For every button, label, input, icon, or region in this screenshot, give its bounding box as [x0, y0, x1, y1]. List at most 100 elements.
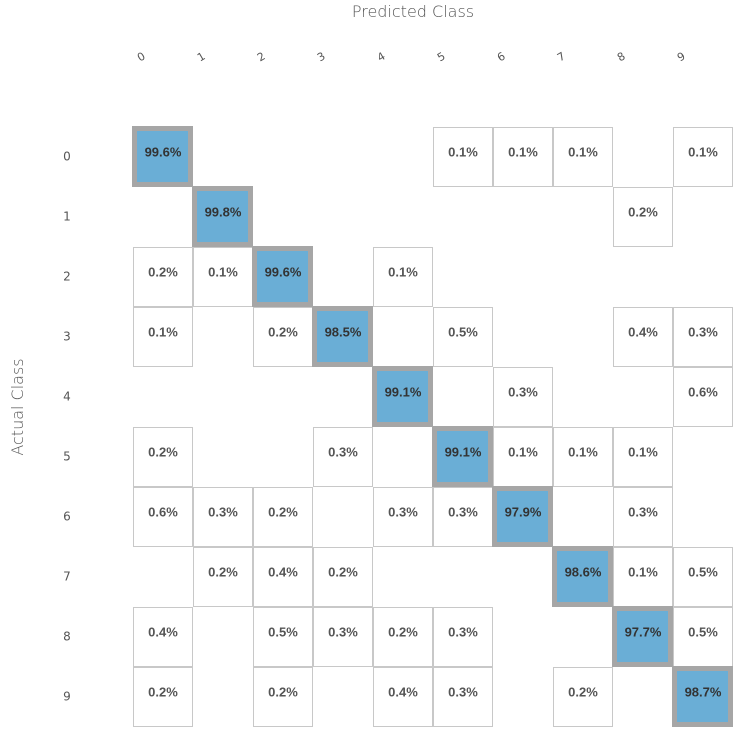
- col-label-8: 8: [615, 50, 628, 65]
- cell-value: 0.3%: [388, 504, 418, 519]
- col-label-6: 6: [495, 50, 508, 65]
- cell-rect: [253, 487, 313, 547]
- cell-rect: [432, 426, 493, 487]
- cell-rect: [373, 667, 433, 727]
- cell-0-6: 0.1%: [493, 127, 553, 187]
- cell-rect: [552, 546, 613, 607]
- cell-rect: [373, 487, 433, 547]
- cell-rect: [433, 307, 493, 367]
- cell-8-3: 0.3%: [313, 607, 373, 667]
- cell-value: 99.6%: [145, 144, 182, 159]
- cell-rect: [133, 307, 193, 367]
- cell-value: 0.4%: [268, 564, 298, 579]
- cell-rect: [253, 307, 313, 367]
- row-label-5: 5: [63, 450, 71, 464]
- cell-value: 0.2%: [628, 204, 658, 219]
- cell-rect: [192, 186, 253, 247]
- cell-value: 0.2%: [268, 324, 298, 339]
- cell-value: 0.1%: [628, 564, 658, 579]
- cell-2-0: 0.2%: [133, 247, 193, 307]
- diagonal-cell-9: 98.7%: [672, 666, 733, 727]
- cell-1-8: 0.2%: [613, 187, 673, 247]
- cell-6-2: 0.2%: [253, 487, 313, 547]
- cell-9-4: 0.4%: [373, 667, 433, 727]
- cell-rect: [193, 247, 253, 307]
- cell-rect: [613, 487, 673, 547]
- cell-rect: [492, 486, 553, 547]
- diagonal-cell-1: 99.8%: [192, 186, 253, 247]
- col-label-1: 1: [195, 50, 208, 65]
- cell-rect: [433, 667, 493, 727]
- cell-rect: [193, 487, 253, 547]
- cell-value: 0.4%: [148, 624, 178, 639]
- cell-rect: [133, 487, 193, 547]
- cell-value: 0.2%: [148, 684, 178, 699]
- cell-value: 0.5%: [448, 324, 478, 339]
- cell-value: 98.5%: [325, 324, 362, 339]
- row-label-2: 2: [63, 270, 71, 284]
- cell-value: 98.7%: [685, 684, 722, 699]
- cell-value: 0.5%: [688, 624, 718, 639]
- cell-rect: [672, 666, 733, 727]
- diagonal-cell-4: 99.1%: [372, 366, 433, 427]
- cell-rect: [133, 247, 193, 307]
- cell-rect: [433, 127, 493, 187]
- cell-value: 0.4%: [388, 684, 418, 699]
- cell-9-7: 0.2%: [553, 667, 613, 727]
- cell-value: 0.1%: [568, 144, 598, 159]
- y-axis-title: Actual Class: [8, 358, 27, 455]
- cell-value: 97.7%: [625, 624, 662, 639]
- cell-3-5: 0.5%: [433, 307, 493, 367]
- cell-8-0: 0.4%: [133, 607, 193, 667]
- col-label-5: 5: [435, 50, 448, 65]
- cell-value: 0.2%: [268, 684, 298, 699]
- cell-rect: [133, 667, 193, 727]
- cell-8-4: 0.2%: [373, 607, 433, 667]
- x-axis-title: Predicted Class: [352, 2, 474, 21]
- cell-value: 0.2%: [148, 444, 178, 459]
- cell-rect: [493, 127, 553, 187]
- cell-rect: [253, 547, 313, 607]
- cell-rect: [613, 547, 673, 607]
- cell-rect: [493, 367, 553, 427]
- cell-value: 0.2%: [208, 564, 238, 579]
- cell-rect: [313, 547, 373, 607]
- col-label-7: 7: [555, 50, 568, 65]
- cell-8-9: 0.5%: [673, 607, 733, 667]
- cell-9-2: 0.2%: [253, 667, 313, 727]
- row-label-1: 1: [63, 210, 71, 224]
- cell-3-8: 0.4%: [613, 307, 673, 367]
- cell-rect: [193, 547, 253, 607]
- cell-rect: [253, 607, 313, 667]
- cell-value: 0.1%: [628, 444, 658, 459]
- cell-value: 0.1%: [208, 264, 238, 279]
- row-label-3: 3: [63, 330, 71, 344]
- cell-rect: [433, 607, 493, 667]
- cell-value: 0.3%: [508, 384, 538, 399]
- cell-value: 0.2%: [388, 624, 418, 639]
- row-label-6: 6: [63, 510, 71, 524]
- diagonal-cell-6: 97.9%: [492, 486, 553, 547]
- cell-rect: [373, 607, 433, 667]
- cell-rect: [252, 246, 313, 307]
- cell-rect: [613, 427, 673, 487]
- cell-value: 0.1%: [388, 264, 418, 279]
- cell-value: 0.3%: [448, 684, 478, 699]
- cell-5-3: 0.3%: [313, 427, 373, 487]
- cell-value: 0.2%: [568, 684, 598, 699]
- cell-value: 0.3%: [688, 324, 718, 339]
- cell-value: 0.3%: [628, 504, 658, 519]
- column-labels: 0 1 2 3 4 5 6 7 8 9: [135, 50, 688, 65]
- cell-value: 99.1%: [385, 384, 422, 399]
- cell-value: 0.3%: [448, 504, 478, 519]
- cell-rect: [553, 427, 613, 487]
- cell-rect: [613, 187, 673, 247]
- cell-0-9: 0.1%: [673, 127, 733, 187]
- diagonal-cell-3: 98.5%: [312, 306, 373, 367]
- cell-value: 0.1%: [448, 144, 478, 159]
- cell-rect: [613, 307, 673, 367]
- cell-3-0: 0.1%: [133, 307, 193, 367]
- cell-7-1: 0.2%: [193, 547, 253, 607]
- cell-value: 0.1%: [688, 144, 718, 159]
- cell-rect: [313, 427, 373, 487]
